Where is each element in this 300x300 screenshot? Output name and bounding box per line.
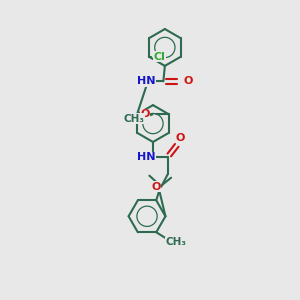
Text: Cl: Cl	[154, 52, 166, 62]
Text: O: O	[183, 76, 193, 86]
Text: HN: HN	[137, 76, 156, 86]
Text: O: O	[152, 182, 161, 192]
Text: CH₃: CH₃	[166, 237, 187, 247]
Text: O: O	[175, 133, 184, 142]
Text: O: O	[140, 109, 150, 119]
Text: CH₃: CH₃	[123, 114, 144, 124]
Text: HN: HN	[136, 152, 155, 162]
